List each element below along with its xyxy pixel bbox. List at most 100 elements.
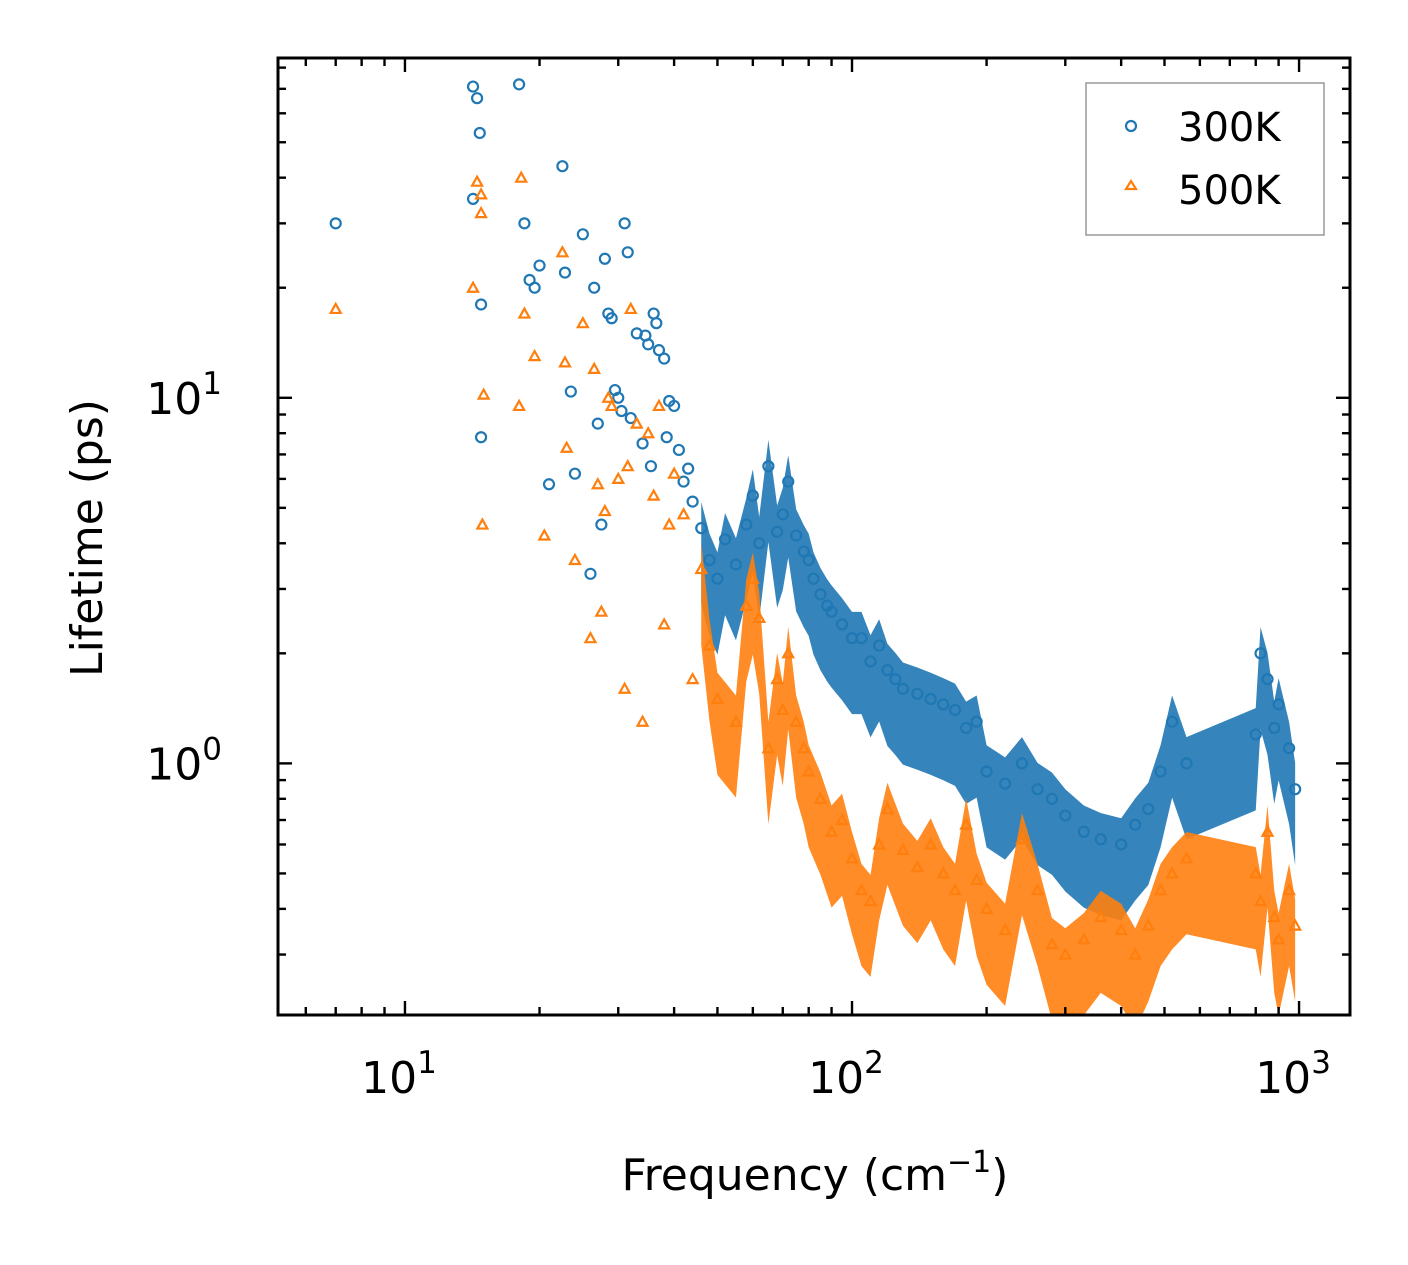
point-300k [740, 518, 753, 531]
point-500k [880, 801, 895, 815]
point-500k [863, 893, 878, 907]
point-300k [668, 399, 681, 413]
point-500k [583, 630, 598, 644]
point-300k [474, 431, 488, 444]
y-tick-label: 101 [146, 366, 222, 425]
point-300k [642, 338, 655, 351]
y-axis-title: Lifetime (ps) [62, 399, 113, 677]
point-300k [1015, 757, 1029, 770]
x-tick-label-exponent: 2 [864, 1045, 884, 1081]
point-500k [1260, 824, 1275, 837]
point-500k [1179, 851, 1194, 864]
point-300k [881, 663, 894, 677]
point-500k [620, 458, 635, 472]
point-500k [587, 361, 602, 374]
point-500k [601, 390, 616, 403]
point-500k [979, 901, 994, 914]
point-500k [474, 205, 488, 219]
point-300k [807, 572, 820, 585]
point-300k [672, 443, 686, 457]
x-axis-title: Frequency (cm−1) [622, 1145, 1009, 1201]
y-tick-label-base: 10 [146, 739, 202, 790]
point-300k [473, 126, 486, 140]
point-500k [959, 817, 974, 830]
point-300k [1154, 765, 1167, 778]
point-300k [855, 632, 868, 645]
point-300k [1261, 673, 1274, 686]
y-tick-label-base: 10 [146, 374, 202, 425]
point-500k [1282, 882, 1296, 896]
point-500k [1267, 909, 1282, 923]
point-300k [1059, 809, 1072, 822]
point-500k [761, 740, 776, 754]
point-500k [910, 859, 925, 873]
point-300k [896, 682, 910, 695]
point-300k [729, 558, 743, 571]
point-300k [998, 777, 1012, 790]
legend-box [1085, 82, 1325, 236]
point-300k [873, 639, 886, 652]
x-tick-label: 101 [361, 1045, 437, 1104]
point-500k [813, 791, 828, 804]
point-300k [518, 217, 531, 230]
point-500k [739, 598, 754, 611]
point-500k [466, 280, 480, 293]
point-300k [753, 537, 766, 550]
legend-label-300k: 300K [1178, 105, 1282, 151]
point-300k [1142, 802, 1155, 816]
point-500k [752, 610, 767, 623]
point-500k [845, 851, 859, 864]
point-300k [1254, 647, 1267, 660]
point-300k [746, 489, 759, 502]
cloud-300k [701, 439, 1296, 921]
point-500k [575, 315, 590, 329]
point-300k [1272, 698, 1285, 711]
point-300k [636, 437, 649, 450]
point-500k [474, 187, 488, 200]
x-tick-label-base: 10 [1255, 1053, 1311, 1104]
point-500k [781, 646, 796, 659]
point-300k [782, 475, 795, 488]
point-500k [559, 440, 574, 453]
point-300k [825, 605, 838, 618]
legend-label-500k: 500K [1178, 168, 1282, 214]
point-500k [514, 170, 529, 183]
y-tick-label: 100 [146, 731, 222, 790]
point-500k [1058, 947, 1073, 960]
point-500k [835, 812, 849, 826]
point-500k [1288, 918, 1303, 931]
point-300k [1249, 728, 1262, 741]
point-500k [1030, 882, 1045, 896]
y-tick-labels: 100 101 [146, 366, 222, 791]
point-500k [745, 571, 760, 584]
point-300k [864, 655, 877, 668]
point-300k [1115, 838, 1128, 851]
point-500k [770, 671, 785, 685]
x-axis-title-superscript: −1 [947, 1145, 991, 1180]
point-300k [718, 533, 732, 546]
x-tick-label-base: 10 [808, 1053, 864, 1104]
point-300k [528, 281, 541, 294]
point-300k [762, 460, 775, 473]
point-300k [584, 567, 597, 580]
point-300k [542, 478, 556, 491]
point-300k [1031, 783, 1044, 796]
point-300k [471, 92, 484, 105]
point-300k [658, 352, 671, 365]
point-300k [911, 687, 924, 700]
point-300k [771, 525, 784, 538]
point-500k [555, 245, 570, 258]
point-300k [556, 160, 569, 173]
point-300k [512, 78, 526, 91]
plot-frame [276, 56, 1352, 1017]
point-500k [872, 837, 887, 850]
point-300k [595, 518, 608, 531]
dense-data-clouds [701, 439, 1296, 1015]
point-500k [789, 714, 804, 727]
point-500k [657, 617, 672, 630]
point-300k [948, 703, 962, 717]
point-300k [695, 522, 708, 535]
point-500k [594, 604, 609, 617]
point-500k [590, 477, 605, 490]
point-500k [558, 355, 572, 368]
